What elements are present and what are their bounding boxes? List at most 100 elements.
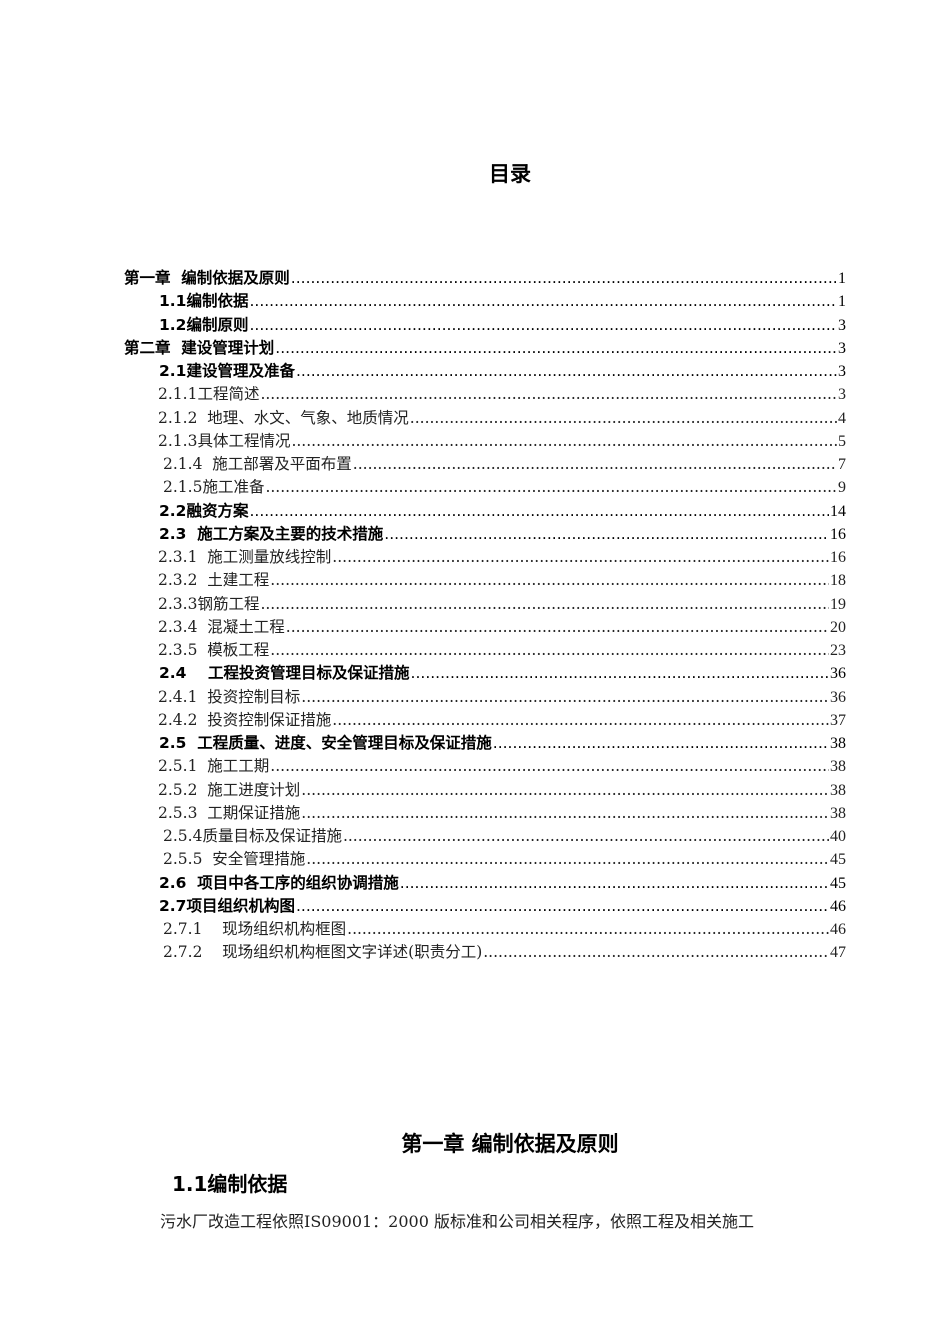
toc-page-number: 23 bbox=[830, 642, 846, 659]
toc-entry-label: 2.4.1 投资控制目标 bbox=[158, 687, 301, 706]
toc-entry-label: 2.3.2 土建工程 bbox=[158, 571, 270, 590]
toc-entry-label: 2.1.5施工准备 bbox=[163, 478, 265, 497]
toc-entry-label: 第一章 编制依据及原则 bbox=[124, 269, 290, 287]
toc-dot-leader bbox=[301, 686, 829, 709]
toc-entry[interactable]: 2.7项目组织机构图 46 bbox=[124, 895, 846, 918]
toc-dot-leader bbox=[306, 848, 829, 871]
toc-entry-label: 2.3.1 施工测量放线控制 bbox=[158, 548, 332, 566]
toc-entry[interactable]: 1.2编制原则 3 bbox=[124, 314, 846, 337]
toc-page-number: 20 bbox=[830, 618, 846, 636]
toc-entry-label: 2.5.3 工期保证措施 bbox=[158, 803, 301, 822]
toc-page-number: 38 bbox=[830, 804, 846, 822]
chapter-title: 第一章 编制依据及原则 bbox=[401, 1132, 619, 1156]
toc-entry-label: 2.1建设管理及准备 bbox=[159, 362, 295, 380]
toc-dot-leader bbox=[301, 802, 829, 825]
table-of-contents: 第一章 编制依据及原则11.1编制依据11.2编制原则3第二章 建设管理计划32… bbox=[124, 267, 846, 965]
toc-entry[interactable]: 2.3.2 土建工程 18 bbox=[124, 569, 846, 592]
toc-entry[interactable]: 第二章 建设管理计划 3 bbox=[124, 337, 846, 360]
toc-entry[interactable]: 2.3.5 模板工程 23 bbox=[124, 639, 846, 662]
toc-dot-leader bbox=[483, 941, 829, 964]
toc-page-number: 19 bbox=[830, 595, 846, 613]
toc-entry-label: 2.5.5 安全管理措施 bbox=[163, 850, 306, 869]
toc-page-number: 18 bbox=[830, 572, 846, 590]
toc-entry[interactable]: 2.7.2 现场组织机构框图文字详述(职责分工) 47 bbox=[124, 941, 846, 964]
toc-page-number: 46 bbox=[830, 921, 846, 938]
toc-page-number: 1 bbox=[838, 270, 846, 287]
toc-dot-leader bbox=[270, 755, 829, 778]
toc-dot-leader bbox=[301, 779, 829, 802]
toc-dot-leader bbox=[296, 360, 837, 383]
toc-title: 目录 bbox=[489, 162, 531, 186]
toc-entry[interactable]: 2.5.1 施工工期 38 bbox=[124, 755, 846, 778]
toc-entry[interactable]: 2.3 施工方案及主要的技术措施 16 bbox=[124, 523, 846, 546]
toc-dot-leader bbox=[249, 314, 837, 337]
toc-entry[interactable]: 2.6 项目中各工序的组织协调措施 45 bbox=[124, 872, 846, 895]
toc-entry-label: 2.7.1 现场组织机构框图 bbox=[163, 920, 347, 938]
toc-page-number: 4 bbox=[838, 409, 846, 427]
toc-page-number: 40 bbox=[830, 828, 846, 845]
toc-entry[interactable]: 2.3.3钢筋工程 19 bbox=[124, 593, 846, 616]
toc-entry[interactable]: 2.2融资方案 14 bbox=[124, 500, 846, 523]
toc-dot-leader bbox=[493, 732, 829, 755]
toc-dot-leader bbox=[260, 593, 829, 616]
toc-entry-label: 2.3.5 模板工程 bbox=[158, 641, 270, 659]
toc-entry-label: 2.3.3钢筋工程 bbox=[158, 594, 260, 613]
toc-entry[interactable]: 2.4 工程投资管理目标及保证措施 36 bbox=[124, 662, 846, 685]
toc-entry[interactable]: 2.4.2 投资控制保证措施 37 bbox=[124, 709, 846, 732]
toc-entry[interactable]: 2.3.4 混凝土工程 20 bbox=[124, 616, 846, 639]
toc-entry[interactable]: 2.1.2 地理、水文、气象、地质情况 4 bbox=[124, 407, 846, 430]
toc-entry[interactable]: 2.7.1 现场组织机构框图 46 bbox=[124, 918, 846, 941]
toc-entry[interactable]: 2.4.1 投资控制目标 36 bbox=[124, 686, 846, 709]
toc-dot-leader bbox=[260, 383, 837, 406]
toc-entry-label: 2.6 项目中各工序的组织协调措施 bbox=[159, 873, 399, 892]
toc-entry[interactable]: 2.3.1 施工测量放线控制 16 bbox=[124, 546, 846, 569]
toc-dot-leader bbox=[353, 453, 837, 476]
toc-dot-leader bbox=[411, 662, 829, 685]
toc-entry-label: 2.1.4 施工部署及平面布置 bbox=[163, 455, 352, 473]
toc-dot-leader bbox=[332, 546, 829, 569]
toc-entry[interactable]: 2.5.4质量目标及保证措施 40 bbox=[124, 825, 846, 848]
toc-entry[interactable]: 2.1.5施工准备 9 bbox=[124, 476, 846, 499]
toc-entry[interactable]: 2.1.1工程简述 3 bbox=[124, 383, 846, 406]
toc-page-number: 3 bbox=[838, 316, 846, 334]
toc-entry-label: 2.7项目组织机构图 bbox=[159, 896, 295, 915]
toc-page-number: 9 bbox=[838, 479, 846, 497]
toc-page-number: 3 bbox=[838, 339, 846, 357]
toc-dot-leader bbox=[347, 918, 829, 941]
toc-entry[interactable]: 第一章 编制依据及原则 1 bbox=[124, 267, 846, 290]
toc-dot-leader bbox=[296, 895, 829, 918]
toc-entry-label: 2.3.4 混凝土工程 bbox=[158, 617, 285, 636]
toc-entry-label: 第二章 建设管理计划 bbox=[124, 338, 275, 357]
toc-entry-label: 2.5 工程质量、进度、安全管理目标及保证措施 bbox=[159, 734, 492, 752]
toc-entry-label: 2.7.2 现场组织机构框图文字详述(职责分工) bbox=[163, 943, 483, 962]
toc-page-number: 36 bbox=[830, 688, 846, 706]
toc-entry[interactable]: 1.1编制依据 1 bbox=[124, 290, 846, 313]
toc-page-number: 3 bbox=[838, 386, 846, 404]
toc-entry[interactable]: 2.5.5 安全管理措施 45 bbox=[124, 848, 846, 871]
toc-dot-leader bbox=[400, 872, 829, 895]
toc-page-number: 47 bbox=[830, 944, 846, 962]
toc-page-number: 37 bbox=[830, 711, 846, 729]
toc-dot-leader bbox=[249, 290, 837, 313]
toc-entry[interactable]: 2.5.2 施工进度计划 38 bbox=[124, 779, 846, 802]
toc-entry[interactable]: 2.5 工程质量、进度、安全管理目标及保证措施 38 bbox=[124, 732, 846, 755]
toc-page-number: 38 bbox=[830, 758, 846, 776]
toc-entry-label: 2.1.1工程简述 bbox=[158, 385, 260, 404]
toc-page-number: 16 bbox=[830, 549, 846, 566]
toc-dot-leader bbox=[343, 825, 829, 848]
toc-dot-leader bbox=[410, 407, 837, 430]
toc-page-number: 16 bbox=[830, 525, 846, 543]
toc-entry[interactable]: 2.1.3具体工程情况 5 bbox=[124, 430, 846, 453]
toc-entry[interactable]: 2.1建设管理及准备 3 bbox=[124, 360, 846, 383]
toc-entry-label: 2.4 工程投资管理目标及保证措施 bbox=[159, 664, 410, 683]
toc-entry[interactable]: 2.1.4 施工部署及平面布置 7 bbox=[124, 453, 846, 476]
toc-entry[interactable]: 2.5.3 工期保证措施 38 bbox=[124, 802, 846, 825]
toc-entry-label: 2.1.2 地理、水文、气象、地质情况 bbox=[158, 408, 409, 427]
toc-dot-leader bbox=[275, 337, 837, 360]
toc-page-number: 45 bbox=[830, 851, 846, 869]
toc-page-number: 1 bbox=[838, 293, 846, 311]
toc-page-number: 38 bbox=[830, 735, 846, 752]
toc-entry-label: 2.5.2 施工进度计划 bbox=[158, 780, 301, 799]
section-title: 1.1编制依据 bbox=[172, 1172, 288, 1196]
body-paragraph: 污水厂改造工程依照IS09001：2000 版标准和公司相关程序，依照工程及相关… bbox=[160, 1212, 754, 1231]
